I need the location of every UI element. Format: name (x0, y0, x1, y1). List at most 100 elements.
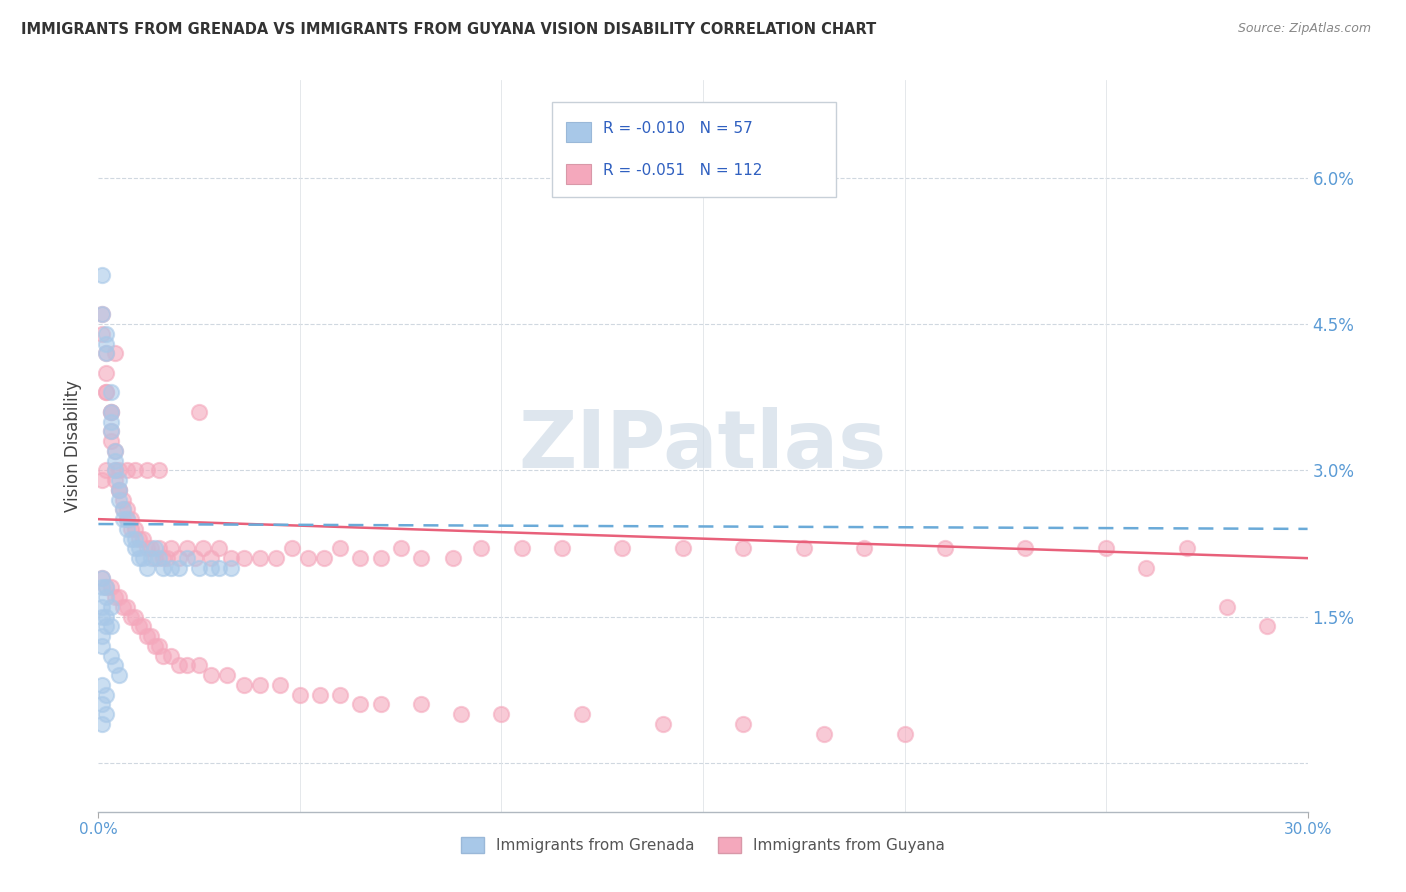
Point (651, 717, 673, 731)
Point (120, 532, 142, 546)
Point (124, 463, 146, 477)
Point (96, 688, 118, 702)
Point (103, 463, 125, 477)
Point (733, 717, 755, 731)
Point (100, 385, 122, 400)
Point (470, 541, 492, 556)
Point (148, 463, 170, 477)
Point (232, 678, 254, 692)
Point (128, 619, 150, 633)
Text: IMMIGRANTS FROM GRENADA VS IMMIGRANTS FROM GUYANA VISION DISABILITY CORRELATION : IMMIGRANTS FROM GRENADA VS IMMIGRANTS FR… (21, 22, 876, 37)
Point (370, 551, 392, 566)
Point (329, 541, 352, 556)
Point (389, 541, 412, 556)
Point (349, 698, 371, 712)
Point (208, 541, 231, 556)
Point (107, 483, 129, 497)
Point (200, 668, 222, 682)
Point (281, 541, 304, 556)
FancyBboxPatch shape (551, 103, 837, 197)
Point (200, 551, 222, 566)
Point (91, 268, 114, 283)
Point (188, 658, 211, 673)
Point (152, 551, 174, 566)
Point (111, 502, 134, 516)
Point (124, 532, 146, 546)
Point (139, 551, 162, 566)
Point (176, 541, 198, 556)
Point (96, 336, 118, 351)
Point (160, 541, 183, 556)
Point (249, 678, 271, 692)
Point (152, 648, 174, 663)
Point (156, 551, 179, 566)
Point (249, 551, 271, 566)
Legend: Immigrants from Grenada, Immigrants from Guyana: Immigrants from Grenada, Immigrants from… (456, 830, 950, 859)
Point (111, 599, 134, 614)
Y-axis label: Vision Disability: Vision Disability (65, 380, 83, 512)
Point (314, 551, 336, 566)
Text: ZIPatlas: ZIPatlas (519, 407, 887, 485)
Point (853, 541, 876, 556)
Point (167, 561, 190, 575)
Point (139, 629, 162, 643)
Point (103, 658, 125, 673)
Point (120, 522, 142, 536)
Point (91, 698, 114, 712)
Point (370, 698, 392, 712)
FancyBboxPatch shape (567, 163, 591, 184)
Point (100, 434, 122, 449)
Point (100, 619, 122, 633)
Point (571, 707, 593, 722)
Point (893, 727, 915, 741)
Point (733, 541, 755, 556)
Point (107, 668, 129, 682)
Point (96, 581, 118, 595)
Point (128, 541, 150, 556)
Point (100, 405, 122, 419)
Point (176, 551, 198, 566)
Point (91, 678, 114, 692)
Point (91, 307, 114, 321)
Point (91, 473, 114, 487)
Point (551, 541, 574, 556)
Point (1216, 599, 1239, 614)
Point (115, 463, 138, 477)
Point (96, 326, 118, 341)
Point (409, 698, 432, 712)
Point (115, 512, 138, 526)
Point (188, 405, 211, 419)
Point (100, 405, 122, 419)
Point (128, 532, 150, 546)
Point (96, 707, 118, 722)
Point (96, 581, 118, 595)
Point (160, 648, 183, 663)
Point (329, 688, 352, 702)
Point (100, 581, 122, 595)
Point (115, 522, 138, 536)
Point (124, 541, 146, 556)
Point (143, 639, 166, 653)
Point (91, 717, 114, 731)
Point (349, 551, 371, 566)
Point (107, 483, 129, 497)
Point (96, 463, 118, 477)
Point (132, 619, 155, 633)
Point (91, 629, 114, 643)
Point (91, 326, 114, 341)
Point (288, 688, 311, 702)
Point (450, 707, 472, 722)
Point (96, 346, 118, 360)
Point (111, 512, 134, 526)
Point (128, 551, 150, 566)
Point (193, 541, 215, 556)
Point (139, 541, 162, 556)
Point (91, 571, 114, 585)
Point (96, 385, 118, 400)
Point (813, 727, 835, 741)
Point (132, 551, 155, 566)
Point (120, 609, 142, 624)
Point (91, 609, 114, 624)
Point (91, 307, 114, 321)
Point (91, 571, 114, 585)
